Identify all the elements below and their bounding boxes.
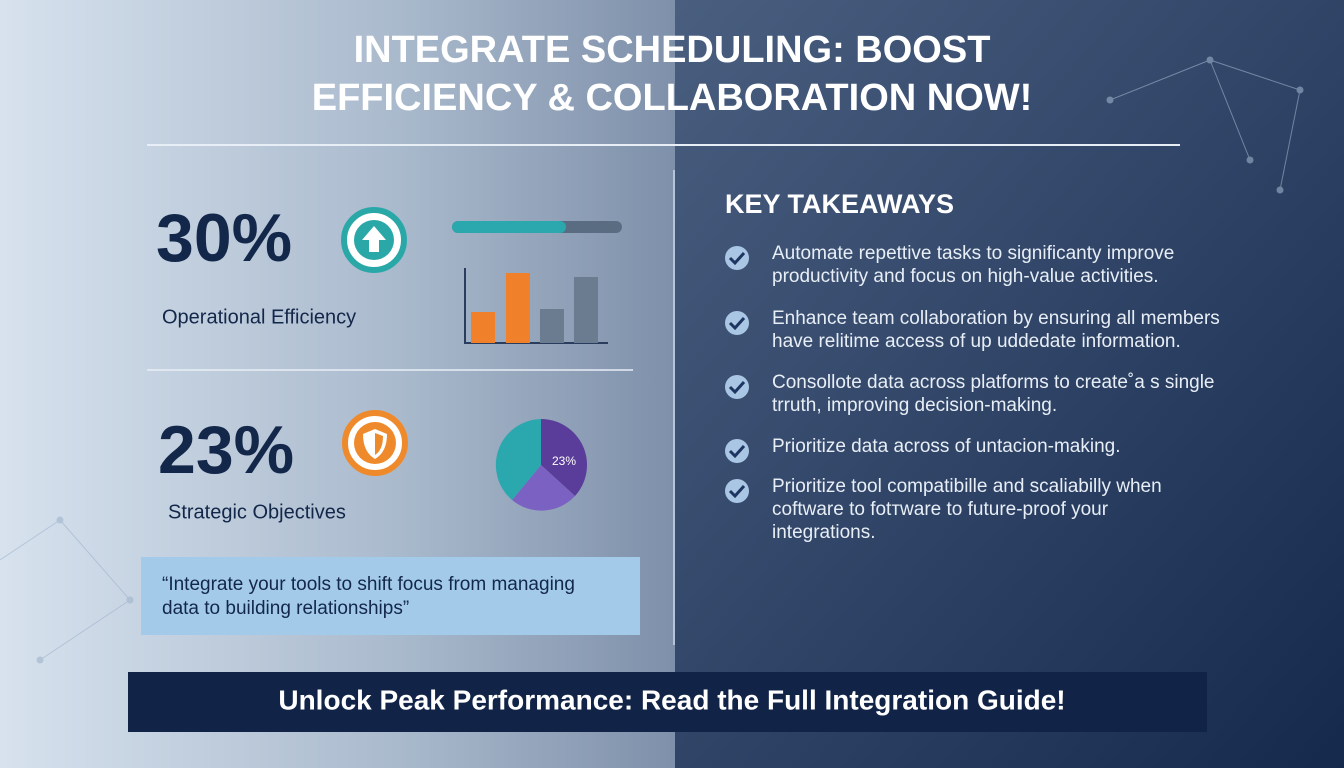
takeaway-line: Prioritize data across of untacion-makin… bbox=[772, 436, 1121, 457]
takeaway-line: integrations. bbox=[772, 522, 876, 543]
check-icon bbox=[725, 375, 749, 399]
takeaway-line: Automate repettive tasks to significanty… bbox=[772, 243, 1174, 264]
pie-chart bbox=[495, 419, 588, 511]
takeaway-line: coftware to fotтware to future-proof you… bbox=[772, 499, 1109, 520]
check-mark bbox=[728, 316, 746, 331]
stat-label: Strategic Objectives bbox=[168, 501, 346, 523]
mini-bar-chart bbox=[464, 268, 608, 344]
cta-text[interactable]: Unlock Peak Performance: Read the Full I… bbox=[278, 684, 1065, 715]
stat-label: Operational Efficiency bbox=[162, 306, 356, 328]
check-mark bbox=[728, 251, 746, 266]
title-line: EFFICIENCY & COLLABORATION NOW! bbox=[312, 77, 1033, 119]
takeaway-line: trruth, improving decision-making. bbox=[772, 395, 1057, 416]
title-line: INTEGRATE SCHEDULING: BOOST bbox=[354, 29, 991, 71]
quote-box bbox=[141, 557, 640, 635]
shield-icon bbox=[342, 410, 408, 476]
takeaway-line: have relitime access of up uddedate info… bbox=[772, 331, 1181, 352]
takeaway-line: Prioritize tool compatibille and scaliab… bbox=[772, 476, 1162, 497]
quote-line: “Integrate your tools to shift focus fro… bbox=[162, 574, 575, 595]
progress-bar bbox=[452, 221, 622, 233]
takeaway-line: productivity and focus on high-value act… bbox=[772, 266, 1159, 287]
stat-value: 30% bbox=[156, 200, 292, 276]
left-background bbox=[0, 0, 675, 768]
takeaway-line: Enhance team collaboration by ensuring a… bbox=[772, 308, 1220, 329]
check-mark bbox=[728, 484, 746, 499]
takeaways-title: KEY TAKEAWAYS bbox=[725, 189, 954, 219]
right-background bbox=[675, 0, 1344, 768]
check-mark bbox=[728, 380, 746, 395]
check-icon bbox=[725, 439, 749, 463]
check-mark bbox=[728, 444, 746, 459]
check-icon bbox=[725, 479, 749, 503]
up-icon bbox=[341, 207, 407, 273]
quote-line: data to building relationships” bbox=[162, 598, 409, 619]
cta-banner[interactable] bbox=[128, 672, 1207, 732]
takeaway-line: Consollote data across platforms to crea… bbox=[772, 372, 1215, 393]
check-icon bbox=[725, 246, 749, 270]
network-decoration bbox=[0, 56, 1304, 664]
stat-value: 23% bbox=[158, 412, 294, 488]
pie-label: 23% bbox=[552, 454, 576, 468]
check-icon bbox=[725, 311, 749, 335]
